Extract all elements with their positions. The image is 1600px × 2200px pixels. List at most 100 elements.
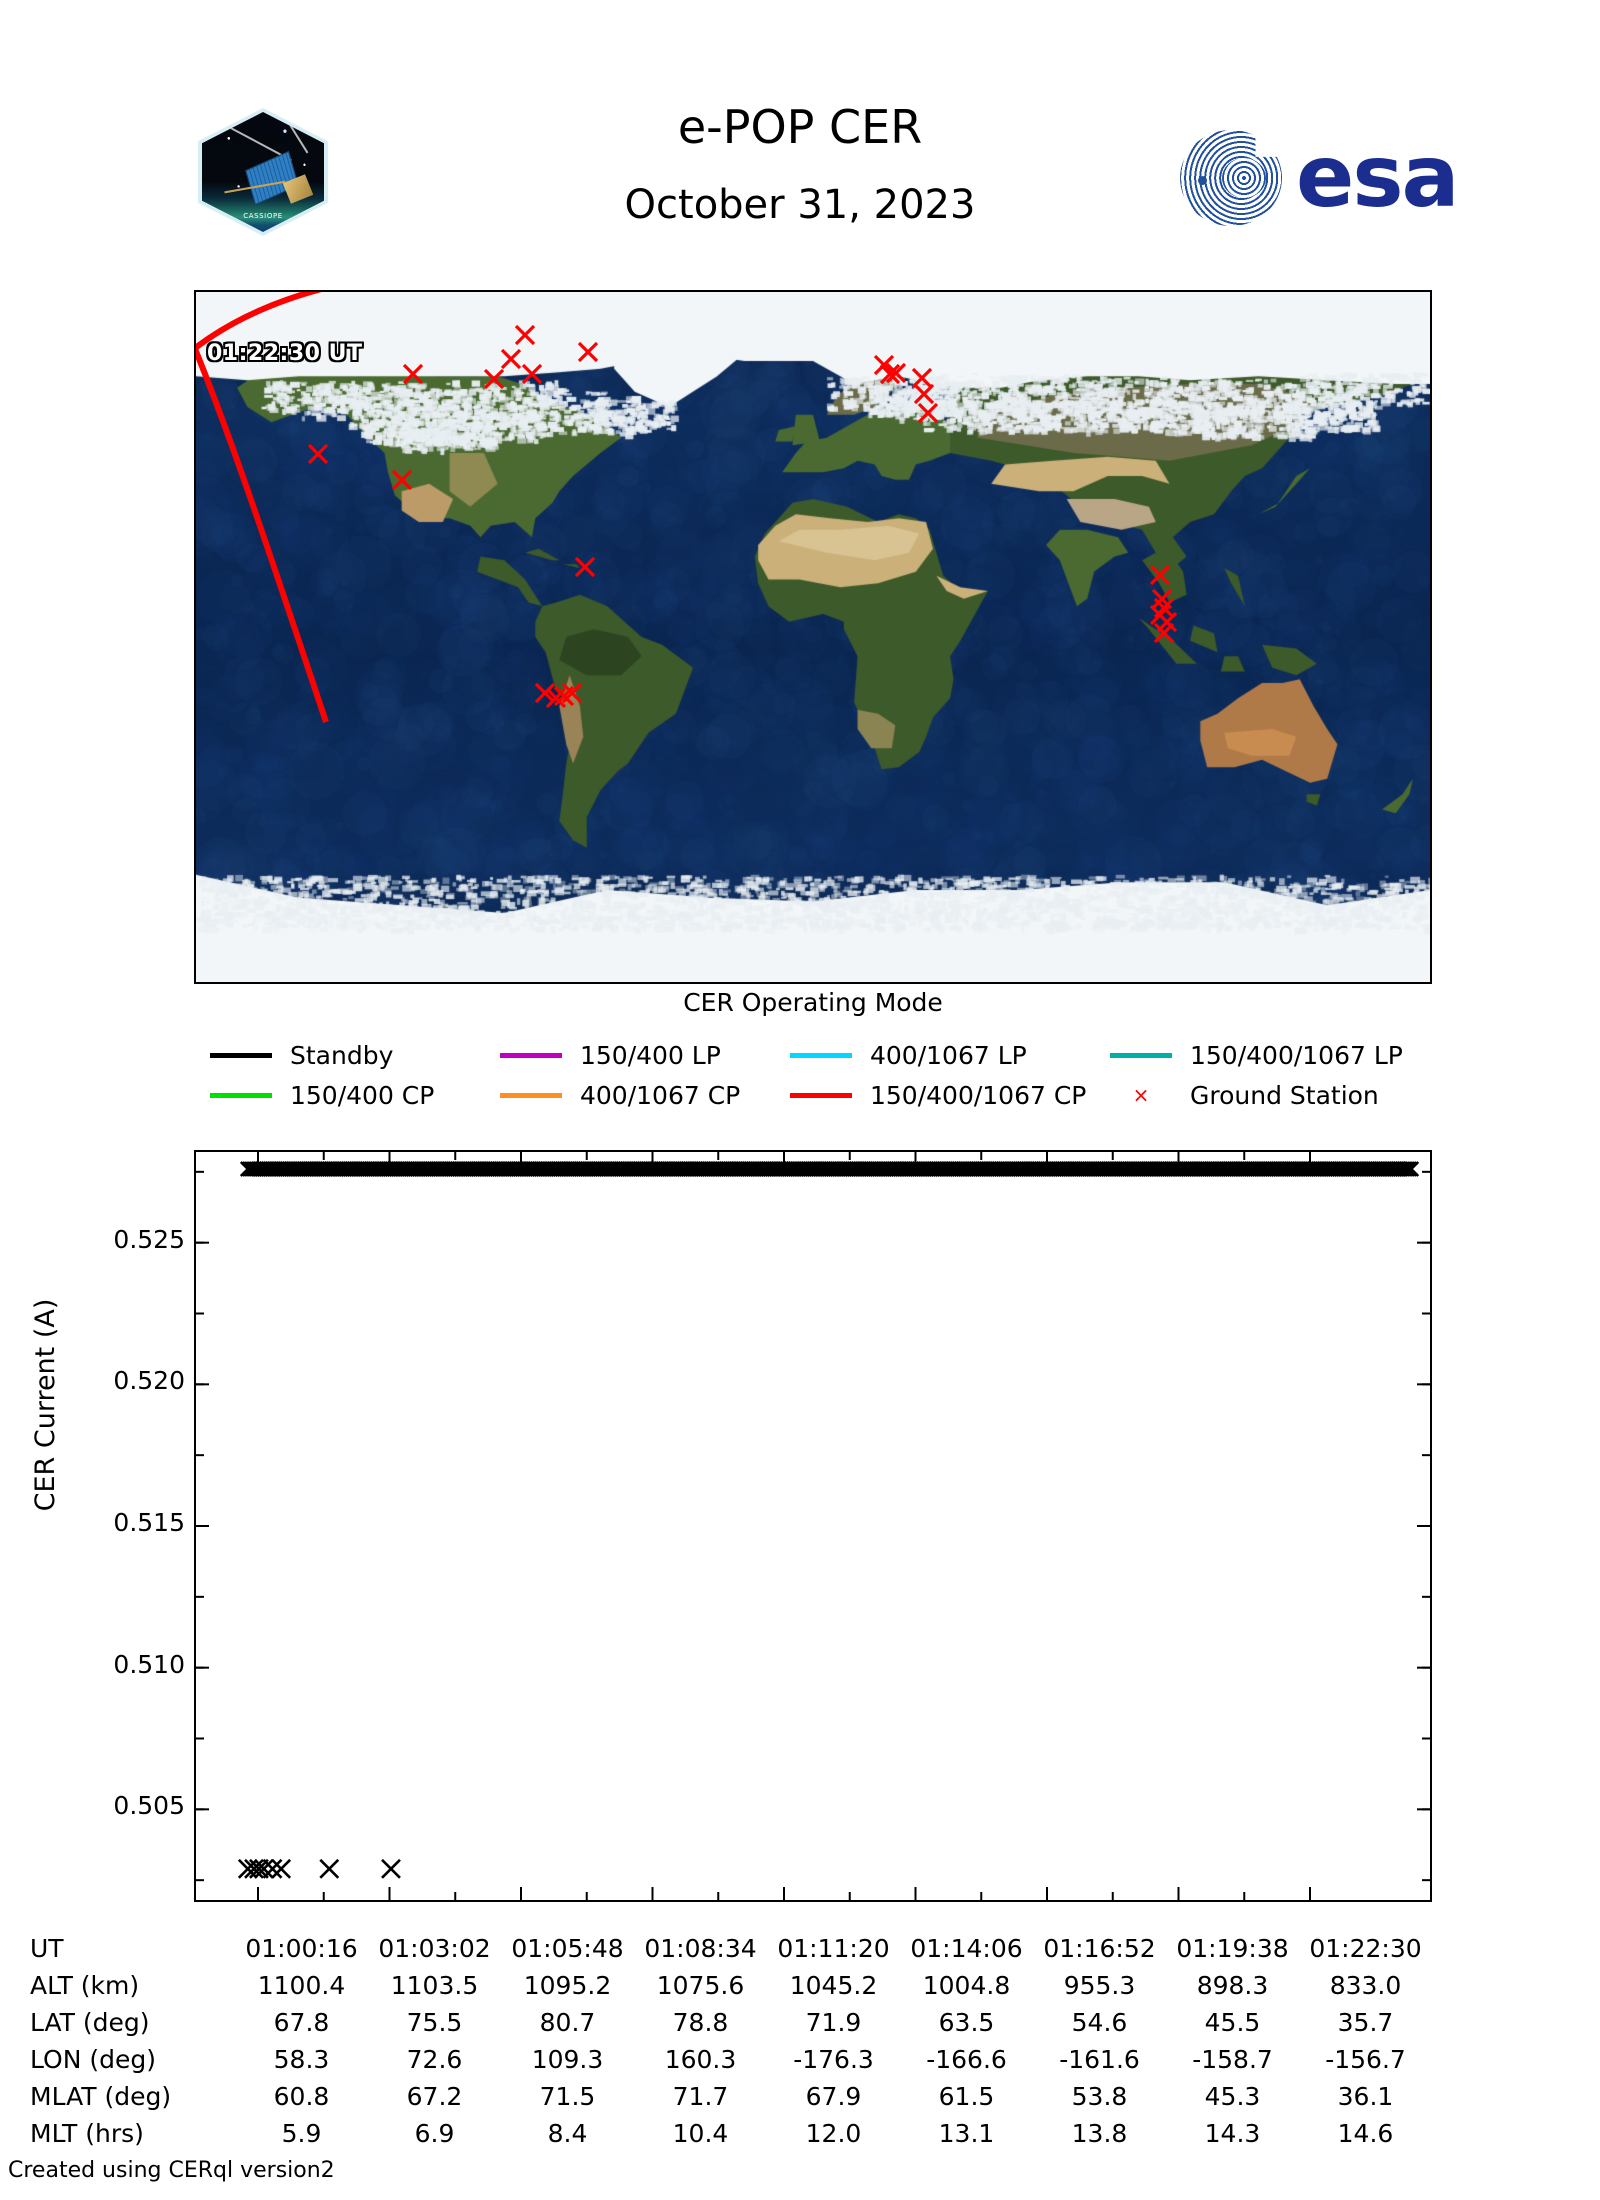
table-cell: -156.7 [1299,2041,1432,2078]
table-cell: 12.0 [767,2115,900,2152]
legend-item: 150/400/1067 CP [790,1078,1110,1112]
table-cell: -158.7 [1166,2041,1299,2078]
ground-station-marker [523,365,541,383]
y-axis-tick-label: 0.520 [55,1366,185,1395]
table-cell: 01:00:16 [235,1930,368,1967]
legend-row-secondary: 150/400 CP 400/1067 CP 150/400/1067 CP × Gro… [210,1078,1440,1112]
table-cell: 160.3 [634,2041,767,2078]
esa-dot-icon [1198,176,1207,185]
table-cell: 60.8 [235,2078,368,2115]
legend-label: Standby [290,1041,393,1070]
table-cell: 75.5 [368,2004,501,2041]
table-row: LON (deg) 58.3 72.6 109.3 160.3 -176.3 -166.6 -… [0,2041,1432,2078]
map-title: CER Operating Mode [194,988,1432,1017]
table-cell: 1103.5 [368,1967,501,2004]
table-row-label: ALT (km) [0,1967,235,2004]
legend-item: Standby [210,1038,500,1072]
table-cell: 01:22:30 [1299,1930,1432,1967]
ground-station-marker [502,350,520,368]
table-cell: 36.1 [1299,2078,1432,2115]
table-cell: 35.7 [1299,2004,1432,2041]
table-cell: -166.6 [900,2041,1033,2078]
table-row: ALT (km) 1100.4 1103.5 1095.2 1075.6 1045.2 10… [0,1967,1432,2004]
esa-logo-text: esa [1296,134,1458,220]
table-cell: 01:19:38 [1166,1930,1299,1967]
table-cell: 898.3 [1166,1967,1299,2004]
legend-label: 400/1067 LP [870,1041,1027,1070]
table-cell: 1100.4 [235,1967,368,2004]
ground-station-marker [915,385,933,403]
legend-color-swatch [790,1053,852,1058]
table-cell: 71.9 [767,2004,900,2041]
y-axis-tick-labels: 0.505 0.510 0.515 0.520 0.525 [40,1150,185,1902]
table-row: LAT (deg) 67.8 75.5 80.7 78.8 71.9 63.5 54.6 45.… [0,2004,1432,2041]
table-cell: 01:11:20 [767,1930,900,1967]
y-axis-tick-label: 0.510 [55,1650,185,1679]
table-cell: 1045.2 [767,1967,900,2004]
table-cell: 6.9 [368,2115,501,2152]
table-cell: 78.8 [634,2004,767,2041]
ground-station-marker [309,445,327,463]
legend-color-swatch [210,1093,272,1098]
table-cell: 10.4 [634,2115,767,2152]
legend-label: 150/400 CP [290,1081,434,1110]
ground-station-marker [393,471,411,489]
legend-label: 150/400/1067 LP [1190,1041,1403,1070]
table-cell: 5.9 [235,2115,368,2152]
table-cell: 13.1 [900,2115,1033,2152]
table-cell: 67.8 [235,2004,368,2041]
cer-current-plot[interactable] [194,1150,1432,1902]
table-row-label: LAT (deg) [0,2004,235,2041]
ground-station-marker [579,343,597,361]
ground-station-marker-icon: × [1110,1085,1172,1105]
table-cell: 109.3 [501,2041,634,2078]
legend-item: 150/400 LP [500,1038,790,1072]
table-row-label: MLAT (deg) [0,2078,235,2115]
table-cell: 71.7 [634,2078,767,2115]
table-cell: 955.3 [1033,1967,1166,2004]
legend: Standby 150/400 LP 400/1067 LP 150/400/1067… [210,1038,1440,1116]
ground-station-marker [516,326,534,344]
ground-station-marker [919,404,937,422]
table-cell: -176.3 [767,2041,900,2078]
table-row-label: UT [0,1930,235,1967]
page-header: CASSIOPE e-POP CER October 31, 2023 esa [0,0,1600,270]
table-cell: 71.5 [501,2078,634,2115]
footer-credit: Created using CERql version2 [8,2158,335,2183]
table-cell: 45.5 [1166,2004,1299,2041]
table-row-label: MLT (hrs) [0,2115,235,2152]
legend-item: 400/1067 LP [790,1038,1110,1072]
table-cell: 01:08:34 [634,1930,767,1967]
ephemeris-table-element: UT 01:00:16 01:03:02 01:05:48 01:08:34 01:11:… [0,1930,1432,2152]
map-overlay-layer [196,292,1430,982]
table-cell: 61.5 [900,2078,1033,2115]
table-cell: 01:16:52 [1033,1930,1166,1967]
ephemeris-table: UT 01:00:16 01:03:02 01:05:48 01:08:34 01:11:… [0,1930,1600,2152]
y-axis-label: CER Current (A) [30,1125,61,1685]
table-cell: 58.3 [235,2041,368,2078]
legend-color-swatch [500,1093,562,1098]
table-cell: 13.8 [1033,2115,1166,2152]
legend-color-swatch [500,1053,562,1058]
table-cell: 53.8 [1033,2078,1166,2115]
legend-color-swatch [210,1053,272,1058]
table-cell: -161.6 [1033,2041,1166,2078]
table-row-label: LON (deg) [0,2041,235,2078]
table-cell: 54.6 [1033,2004,1166,2041]
table-cell: 833.0 [1299,1967,1432,2004]
ground-station-marker [485,370,503,388]
legend-label: 400/1067 CP [580,1081,740,1110]
legend-color-swatch [1110,1053,1172,1058]
table-cell: 01:03:02 [368,1930,501,1967]
plot-data-layer [196,1152,1430,1900]
table-cell: 1075.6 [634,1967,767,2004]
legend-item: 150/400/1067 LP [1110,1038,1440,1072]
table-cell: 45.3 [1166,2078,1299,2115]
esa-logo: esa [1178,126,1478,230]
table-cell: 1095.2 [501,1967,634,2004]
world-map-panel[interactable]: 01:22:30 UT 01:00:16 UT [194,290,1432,984]
table-cell: 67.9 [767,2078,900,2115]
table-row: MLAT (deg) 60.8 67.2 71.5 71.7 67.9 61.5 53.8 45… [0,2078,1432,2115]
table-cell: 8.4 [501,2115,634,2152]
legend-row-primary: Standby 150/400 LP 400/1067 LP 150/400/1067… [210,1038,1440,1072]
